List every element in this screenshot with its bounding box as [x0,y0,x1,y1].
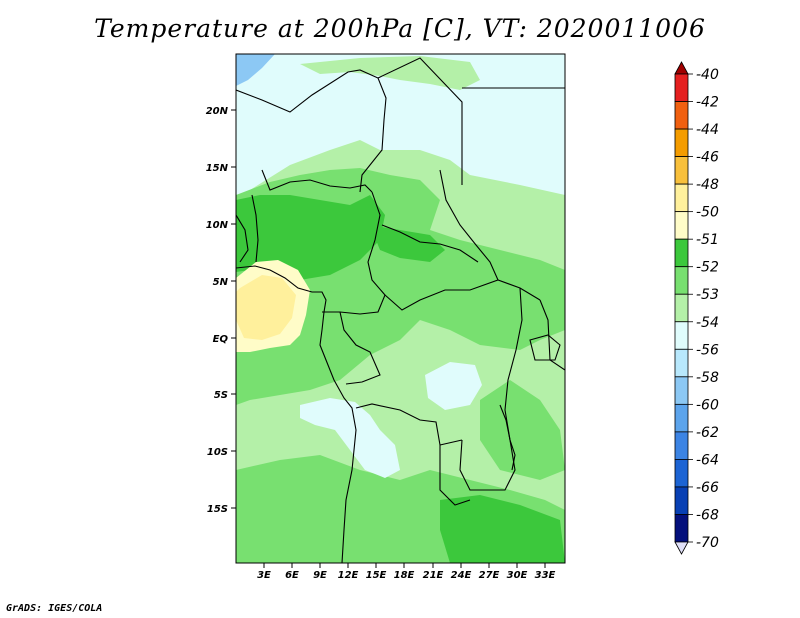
longitude-axis [263,563,546,568]
coastline-gulf-of-guinea [236,265,357,563]
colorbar-label: -40 [696,67,719,83]
lon-label: 24E [451,570,472,581]
colorbar-label: -51 [696,232,719,248]
map-title: Temperature at 200hPa [C], VT: 202001100… [94,14,706,43]
lon-label: 9E [313,570,327,581]
border-car-south [384,279,541,311]
colorbar-swatch [674,238,689,268]
colorbar-swatch [674,266,689,295]
longitude-labels: 3E 6E 9E 12E 15E 18E 21E 24E 27E 30E 33E [257,570,555,581]
field-light-green-band-north [300,56,480,90]
colorbar-cap-bottom [674,541,689,555]
border-tanzania [539,299,565,371]
colorbar-swatch [674,183,689,213]
lat-label: 5N [213,277,229,288]
colorbar-label: -46 [696,150,719,166]
field-dark-green-south [440,495,565,563]
colorbar-swatch [674,321,689,350]
lon-label: 3E [257,570,271,581]
border-chad-sudan [439,169,499,281]
lat-label: 10N [206,220,229,231]
border-ghana [251,194,259,263]
field-blue-corner [236,54,275,86]
lat-label: 10S [207,447,228,458]
field-cyan-spot-central [425,362,482,410]
colorbar-swatch [674,73,689,102]
colorbar-cap-top [674,61,689,75]
colorbar-swatch [674,514,689,543]
borders [236,57,565,563]
colorbar-swatch [674,431,689,460]
border-niger-nigeria [261,169,373,193]
field-yellow-core [236,275,296,340]
colorbar-swatch [674,459,689,488]
lat-label: 15N [206,163,229,174]
lon-label: 15E [366,570,387,581]
map-frame [235,53,566,564]
latitude-axis [231,109,236,509]
lon-label: 12E [338,570,359,581]
colorbar-swatch [674,376,689,405]
colorbar-label: -48 [696,177,719,193]
colorbar-label: -54 [696,315,719,331]
field-medium-green-east [480,380,565,480]
colorbar-swatch [674,156,689,185]
border-nigeria-cameroon-west [236,214,249,263]
border-cameroon [322,191,386,315]
lon-label: 18E [394,570,415,581]
colorbar-label: -56 [696,342,719,358]
lat-label: 5S [214,390,228,401]
colorbar-swatch [674,486,689,515]
lon-label: 6E [285,570,299,581]
credit-text: GrADS: IGES/COLA [6,603,103,614]
border-chad-car [381,224,479,263]
colorbar-label: -66 [696,480,719,496]
colorbar-label: -53 [696,287,719,303]
colorbar-label: -42 [696,95,719,111]
field-cyan-spot-south [300,398,400,478]
colorbar-label: -44 [696,122,719,138]
lat-label: 20N [206,106,229,117]
colorbar-swatch [674,211,689,240]
lon-label: 21E [423,570,444,581]
colorbar-swatch [674,348,689,378]
colorbar-label: -68 [696,507,719,523]
border-congo [339,311,381,385]
colorbar: -40 -42 -44 -46 -48 -50 -51 -52 -53 -54 -56 -58 -60 -… [674,61,719,555]
colorbar-swatch [674,293,689,323]
colorbar-label: -50 [696,205,719,221]
colorbar-label: -60 [696,397,719,413]
lake-tanganyika [499,404,516,471]
border-niger-libya [377,57,463,185]
lon-label: 30E [507,570,528,581]
lat-label: 15S [207,504,228,515]
field-dark-green-west [236,195,385,280]
field-dark-green-central [370,225,445,262]
colorbar-label: -52 [696,260,719,276]
colorbar-label: -58 [696,370,719,386]
colorbar-label: -64 [696,452,719,468]
border-angola-zambia [439,445,471,506]
colorbar-label: -62 [696,425,719,441]
colorbar-swatch [674,101,689,130]
lon-label: 27E [479,570,500,581]
colorbar-label: -70 [696,535,719,551]
colorbar-swatch [674,403,689,433]
lon-label: 33E [535,570,556,581]
colorbar-swatch [674,128,689,157]
lake-victoria [529,334,561,361]
lat-label: EQ [213,334,229,345]
latitude-labels: 20N 15N 10N 5N EQ 5S 10S 15S [206,106,229,515]
